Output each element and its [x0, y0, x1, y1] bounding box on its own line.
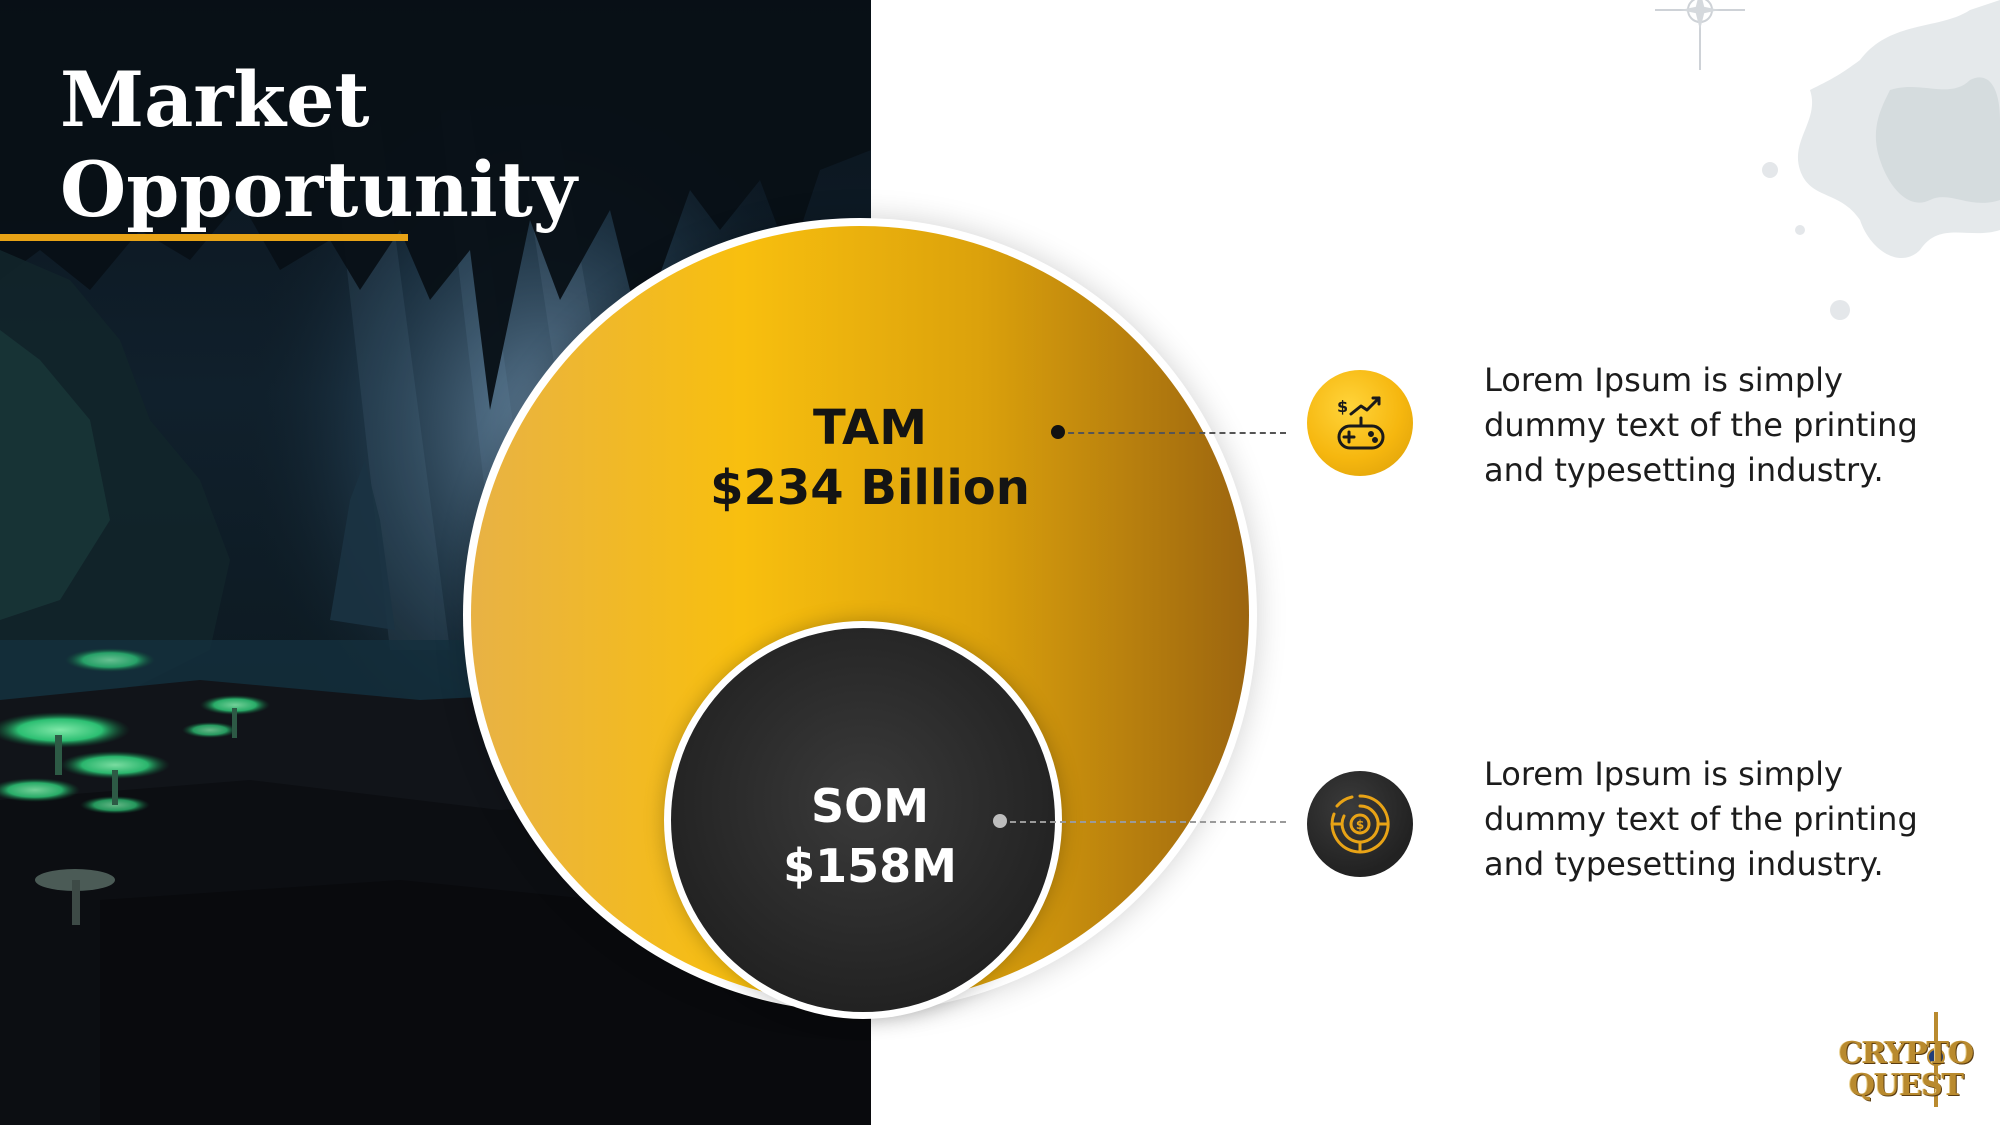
compass-rose-icon: [1650, 0, 1750, 80]
coin-target-icon: $: [1307, 771, 1413, 877]
som-description: Lorem Ipsum is simply dummy text of the …: [1484, 755, 1918, 883]
som-connector-line: [1000, 821, 1286, 823]
som-label-group: SOM $158M: [720, 776, 1020, 896]
page-title: Market Opportunity: [60, 55, 577, 234]
logo-line-1: CRYPTO: [1838, 1036, 1974, 1071]
svg-text:$: $: [1337, 397, 1348, 416]
tam-connector-line: [1058, 432, 1286, 434]
tam-label: TAM: [813, 400, 927, 456]
som-circle-fill: [671, 628, 1055, 1012]
tam-label-group: TAM $234 Billion: [620, 398, 1120, 518]
som-label: SOM: [810, 779, 929, 833]
watercolor-map-decoration: [1740, 0, 2000, 340]
tam-value: $234 Billion: [710, 460, 1030, 516]
tam-description: Lorem Ipsum is simply dummy text of the …: [1484, 361, 1918, 489]
svg-text:$: $: [1356, 818, 1364, 832]
tam-circle: [463, 218, 1257, 1012]
gamepad-chart-icon: $: [1307, 370, 1413, 476]
logo-line-2: QUEST: [1848, 1068, 1964, 1103]
tam-connector-dot: [1051, 425, 1065, 439]
crypto-quest-logo: CRYPTO QUEST: [1836, 1012, 1976, 1112]
som-value: $158M: [783, 839, 957, 893]
title-underline: [0, 234, 408, 241]
som-connector-dot: [993, 814, 1007, 828]
